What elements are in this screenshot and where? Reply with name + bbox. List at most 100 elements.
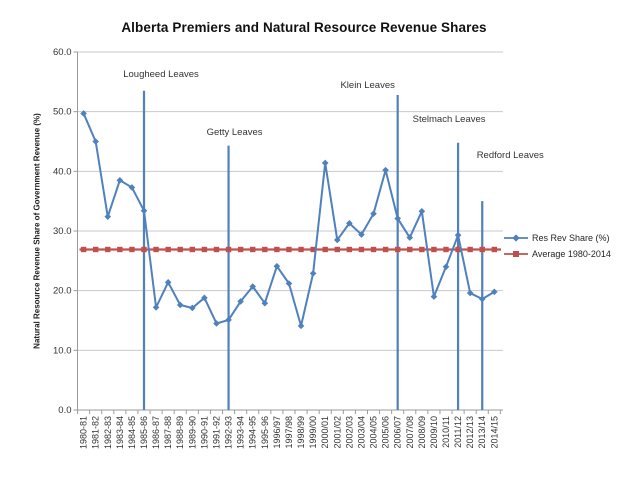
x-tick-label: 1980-81 [79, 416, 89, 449]
data-point-marker [491, 288, 498, 296]
data-point-marker [176, 301, 184, 309]
average-marker [479, 246, 485, 253]
data-point-marker [140, 207, 148, 215]
x-tick-label: 1986-87 [151, 416, 161, 449]
x-tick-label: 1989-90 [187, 416, 197, 449]
x-tick-label: 1987-88 [163, 416, 173, 449]
average-marker [298, 246, 304, 253]
x-tick-label: 1999/00 [308, 416, 318, 449]
x-tick-label: 1988-89 [175, 416, 185, 449]
data-point-marker [321, 159, 329, 167]
average-marker [129, 246, 135, 253]
y-tick-label: 40.0 [53, 166, 72, 177]
average-marker [358, 246, 365, 253]
data-point-marker [273, 262, 281, 270]
data-point-marker [442, 263, 450, 271]
average-marker [346, 246, 353, 253]
res-rev-share-line [82, 113, 495, 327]
average-marker [419, 246, 425, 253]
data-point-marker [346, 219, 353, 227]
y-tick-label: 10.0 [53, 345, 72, 356]
square-marker-icon [504, 251, 528, 257]
data-point-marker [358, 231, 365, 238]
premier-label: Klein Leaves [340, 80, 395, 91]
average-marker [467, 246, 473, 253]
average-marker [382, 246, 389, 253]
average-marker [431, 246, 437, 253]
data-point-marker [92, 138, 99, 145]
data-point-marker [164, 279, 172, 286]
legend-item-0: Res Rev Share (%) [504, 232, 611, 244]
premier-label: Getty Leaves [207, 127, 263, 138]
diamond-marker-icon [504, 234, 528, 242]
average-marker [165, 246, 171, 253]
x-tick-label: 1998/99 [296, 416, 306, 449]
data-point-marker [189, 304, 196, 312]
data-point-marker [285, 280, 293, 287]
x-tick-label: 1995-96 [260, 416, 270, 449]
data-point-marker [466, 289, 474, 297]
x-tick-label: 1984-85 [127, 416, 137, 449]
average-marker [262, 246, 268, 253]
average-marker [189, 246, 196, 253]
average-marker [491, 246, 498, 253]
x-tick-label: 2004/05 [369, 416, 379, 449]
x-tick-label: 2006/07 [393, 416, 403, 449]
average-marker [201, 246, 208, 253]
x-tick-label: 1997/98 [284, 416, 294, 449]
average-marker [310, 246, 316, 253]
average-marker [225, 246, 232, 253]
average-marker [274, 246, 280, 253]
average-marker [92, 246, 99, 253]
y-tick-label: 20.0 [53, 286, 72, 297]
average-marker [177, 246, 183, 253]
x-tick-label: 2010/11 [441, 416, 451, 448]
x-tick-label: 2007/08 [405, 416, 415, 449]
data-point-marker [370, 210, 377, 217]
average-marker [117, 246, 123, 253]
legend: Res Rev Share (%) Average 1980-2014 [504, 232, 611, 260]
average-marker [250, 246, 256, 253]
average-marker [322, 246, 328, 253]
x-tick-label: 2000/01 [320, 416, 330, 449]
average-marker [153, 246, 159, 253]
data-point-marker [152, 304, 160, 311]
data-point-marker [80, 110, 87, 117]
chart-title: Alberta Premiers and Natural Resource Re… [121, 20, 487, 35]
average-marker [213, 246, 220, 253]
data-point-marker [478, 295, 486, 303]
data-point-marker [249, 283, 257, 290]
x-tick-label: 1985-86 [139, 416, 149, 449]
premier-label: Redford Leaves [477, 150, 544, 161]
y-tick-label: 30.0 [53, 226, 72, 237]
x-tick-label: 1996/97 [272, 416, 282, 449]
data-point-marker [225, 316, 232, 324]
data-point-marker [297, 322, 305, 330]
premier-label: Lougheed Leaves [123, 69, 199, 80]
x-tick-label: 2003/04 [356, 416, 366, 449]
x-tick-label: 2001/02 [332, 416, 342, 449]
data-point-marker [430, 293, 438, 300]
average-marker [237, 246, 244, 253]
x-tick-label: 1992-93 [224, 416, 234, 449]
average-marker [370, 246, 377, 253]
data-point-marker [333, 236, 341, 244]
data-point-marker [237, 298, 244, 305]
average-marker [455, 246, 461, 253]
data-point-marker [406, 234, 414, 241]
data-point-marker [104, 213, 112, 220]
legend-item-1: Average 1980-2014 [504, 248, 611, 260]
x-tick-label: 2009/10 [429, 416, 439, 449]
average-marker [394, 246, 401, 253]
x-tick-label: 1994-95 [248, 416, 258, 449]
average-marker [286, 246, 292, 253]
data-point-marker [116, 176, 124, 184]
data-point-marker [382, 166, 389, 174]
data-point-marker [418, 208, 426, 215]
average-marker [141, 246, 147, 253]
x-tick-label: 2011/12 [453, 416, 463, 448]
x-tick-label: 2014/15 [489, 416, 499, 449]
legend-label: Res Rev Share (%) [532, 233, 610, 243]
